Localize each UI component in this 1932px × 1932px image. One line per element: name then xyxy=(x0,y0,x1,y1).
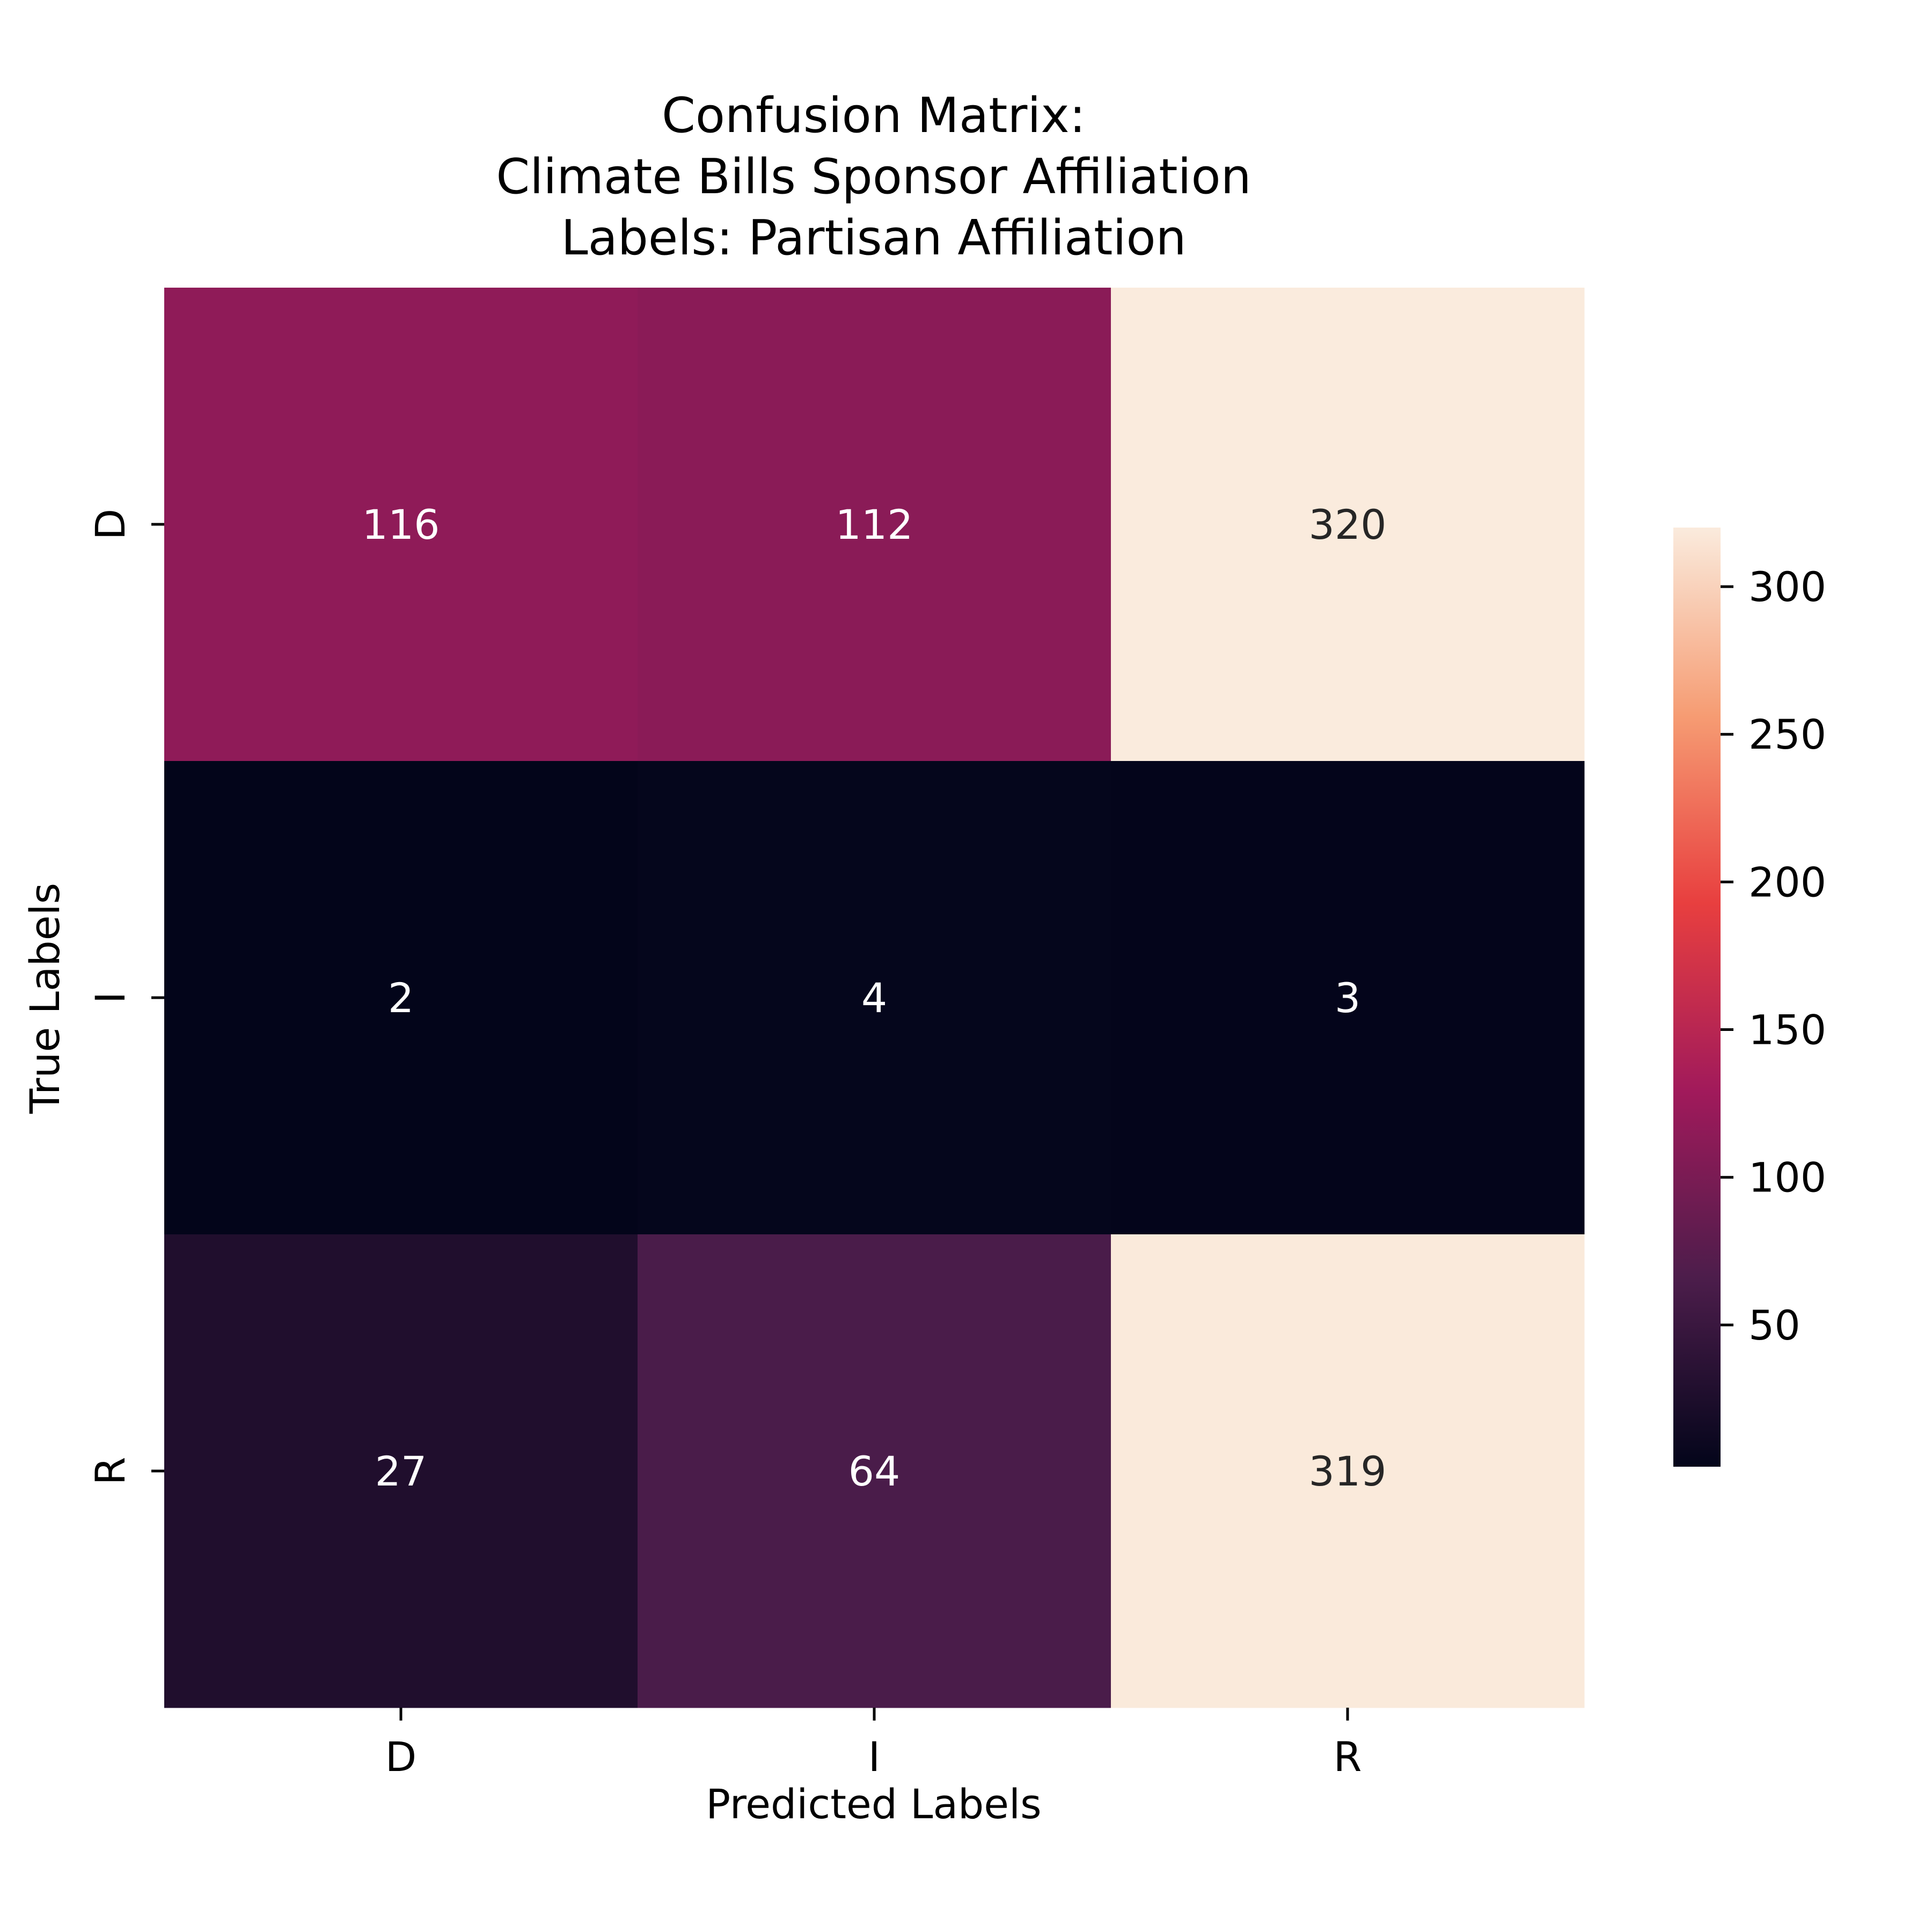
heatmap-cell-R-I xyxy=(638,1234,1111,1708)
colorbar-gradient xyxy=(1673,528,1721,1467)
colorbar-ticks: 50 100 150 200 250 300 xyxy=(1721,563,1826,1349)
y-tick-label-I: I xyxy=(86,992,134,1004)
y-axis-ticks: D I R xyxy=(86,509,164,1485)
x-tick-label-R: R xyxy=(1334,1733,1362,1781)
chart-title: Confusion Matrix: Climate Bills Sponsor … xyxy=(496,87,1251,266)
cell-value-I-I: 4 xyxy=(861,974,887,1022)
cell-value-I-R: 3 xyxy=(1335,974,1360,1022)
chart-title-line-3: Labels: Partisan Affiliation xyxy=(561,210,1186,266)
colorbar-tick-label: 200 xyxy=(1748,858,1826,906)
y-tick-label-D: D xyxy=(86,509,134,540)
cell-value-R-D: 27 xyxy=(375,1447,427,1495)
x-tick-label-D: D xyxy=(385,1733,417,1781)
heatmap-cell-R-D xyxy=(164,1234,638,1708)
colorbar-tick-label: 50 xyxy=(1748,1301,1801,1349)
cell-value-D-R: 320 xyxy=(1308,501,1386,548)
cell-value-R-I: 64 xyxy=(848,1447,901,1495)
heatmap-cell-I-I xyxy=(638,761,1111,1235)
cell-value-D-I: 112 xyxy=(835,501,913,548)
cell-value-R-R: 319 xyxy=(1308,1447,1386,1495)
heatmap-cells xyxy=(164,288,1585,1708)
heatmap-cell-D-I xyxy=(638,288,1111,762)
heatmap-cell-R-R xyxy=(1111,1234,1585,1708)
heatmap-annotations: 116 112 320 2 4 3 27 64 319 xyxy=(362,501,1386,1495)
colorbar-tick-label: 100 xyxy=(1748,1154,1826,1202)
x-tick-label-I: I xyxy=(868,1733,880,1781)
heatmap-cell-D-D xyxy=(164,288,638,762)
chart-title-line-1: Confusion Matrix: xyxy=(662,87,1086,144)
chart-title-line-2: Climate Bills Sponsor Affiliation xyxy=(496,149,1251,205)
colorbar: 50 100 150 200 250 300 xyxy=(1673,528,1826,1467)
y-tick-label-R: R xyxy=(86,1457,134,1485)
colorbar-tick-label: 300 xyxy=(1748,563,1826,611)
heatmap-cell-I-R xyxy=(1111,761,1585,1235)
heatmap-cell-D-R xyxy=(1111,288,1585,762)
x-axis-label: Predicted Labels xyxy=(706,1780,1042,1828)
heatmap-cell-I-D xyxy=(164,761,638,1235)
colorbar-tick-label: 150 xyxy=(1748,1006,1826,1054)
y-axis-label: True Labels xyxy=(21,883,69,1114)
cell-value-D-D: 116 xyxy=(362,501,440,548)
colorbar-tick-label: 250 xyxy=(1748,711,1826,758)
cell-value-I-D: 2 xyxy=(388,974,414,1022)
